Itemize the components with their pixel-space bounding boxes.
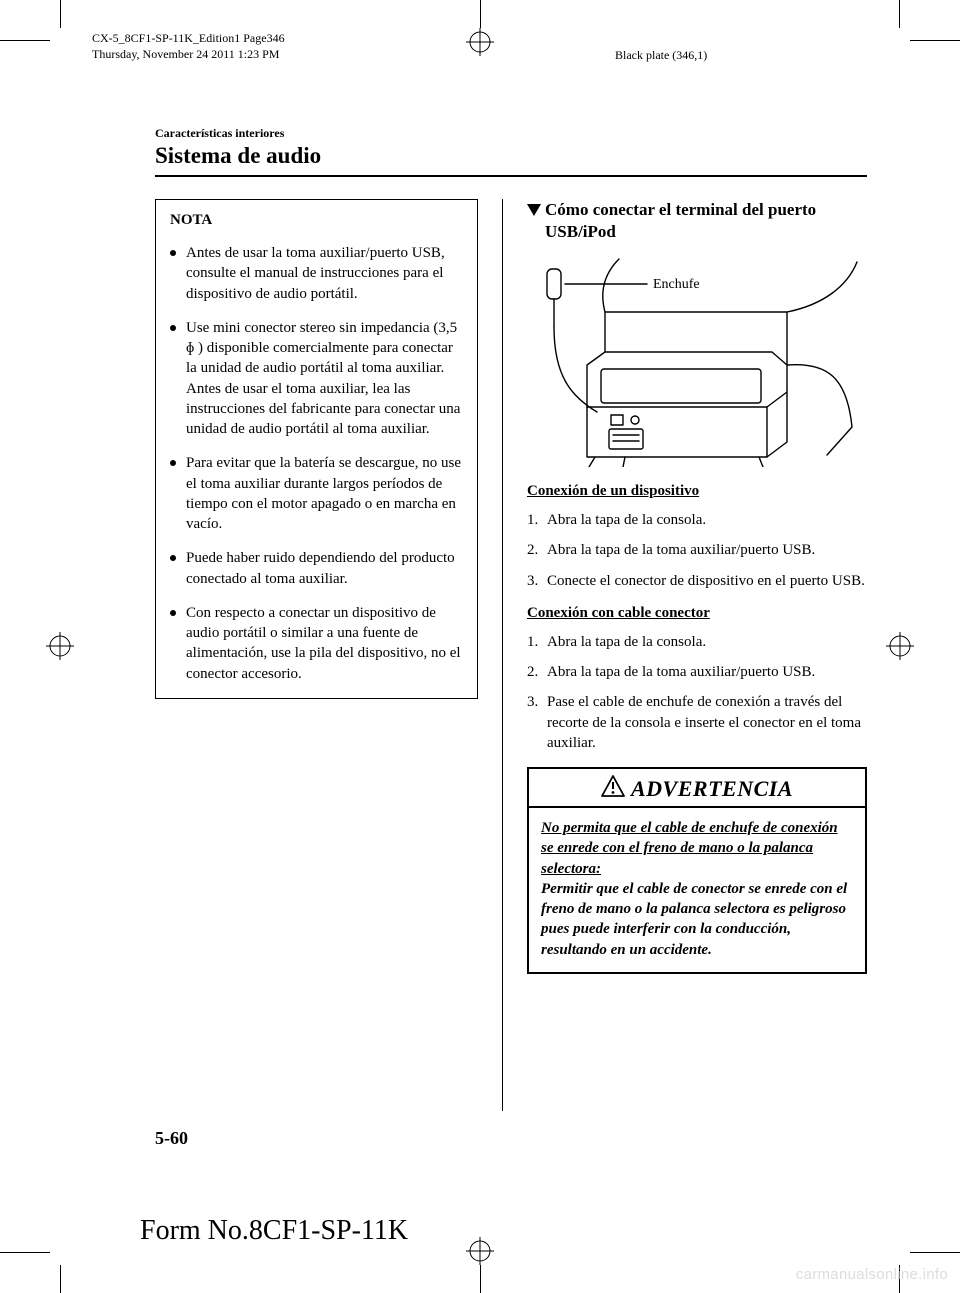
nota-box: NOTA Antes de usar la toma auxiliar/puer… (155, 199, 478, 699)
nota-item: Antes de usar la toma auxiliar/puerto US… (170, 243, 463, 304)
reg-mark (886, 632, 914, 660)
warning-body: No permita que el cable de enchufe de co… (529, 808, 865, 972)
step: Conecte el conector de dispositivo en el… (527, 571, 867, 591)
console-diagram: Enchufe (527, 257, 867, 467)
warning-label: ADVERTENCIA (631, 776, 793, 802)
left-column: NOTA Antes de usar la toma auxiliar/puer… (155, 199, 478, 1111)
nota-title: NOTA (170, 212, 463, 229)
warning-head: ADVERTENCIA (529, 769, 865, 808)
step: Abra la tapa de la toma auxiliar/puerto … (527, 540, 867, 560)
triangle-icon (527, 199, 541, 243)
section1-title: Conexión de un dispositivo (527, 483, 867, 500)
warning-text: Permitir que el cable de conector se enr… (541, 881, 847, 958)
nota-item: Para evitar que la batería se descargue,… (170, 453, 463, 534)
step: Abra la tapa de la consola. (527, 510, 867, 530)
step: Abra la tapa de la toma auxiliar/puerto … (527, 662, 867, 682)
warning-box: ADVERTENCIA No permita que el cable de e… (527, 767, 867, 974)
reg-mark (466, 28, 494, 56)
watermark: carmanualsonline.info (796, 1266, 948, 1283)
nota-item: Con respecto a conectar un dispositivo d… (170, 603, 463, 684)
column-divider (502, 199, 503, 1111)
page-number: 5-60 (155, 1128, 188, 1149)
nota-item: Use mini conector stereo sin impedancia … (170, 318, 463, 440)
subheading: Cómo conectar el terminal del puerto USB… (527, 199, 867, 243)
section1-steps: Abra la tapa de la consola. Abra la tapa… (527, 510, 867, 591)
meta-line2: Thursday, November 24 2011 1:23 PM (92, 46, 285, 62)
right-column: Cómo conectar el terminal del puerto USB… (527, 199, 867, 1111)
section2-steps: Abra la tapa de la consola. Abra la tapa… (527, 632, 867, 753)
nota-list: Antes de usar la toma auxiliar/puerto US… (170, 243, 463, 684)
reg-mark (466, 1237, 494, 1265)
header-meta: CX-5_8CF1-SP-11K_Edition1 Page346 Thursd… (92, 30, 285, 62)
step: Pase el cable de enchufe de conexión a t… (527, 692, 867, 753)
subheading-text: Cómo conectar el terminal del puerto USB… (545, 199, 867, 243)
reg-mark (46, 632, 74, 660)
step: Abra la tapa de la consola. (527, 632, 867, 652)
breadcrumb: Características interiores (155, 126, 867, 141)
section-title: Sistema de audio (155, 143, 867, 169)
section2-title: Conexión con cable conector (527, 605, 867, 622)
meta-line1: CX-5_8CF1-SP-11K_Edition1 Page346 (92, 30, 285, 46)
warning-icon (601, 775, 625, 802)
form-number: Form No.8CF1-SP-11K (140, 1215, 408, 1247)
diagram-label: Enchufe (653, 277, 700, 292)
warning-lead: No permita que el cable de enchufe de co… (541, 820, 838, 877)
horizontal-rule (155, 175, 867, 177)
black-plate: Black plate (346,1) (615, 48, 707, 63)
nota-item: Puede haber ruido dependiendo del produc… (170, 548, 463, 589)
